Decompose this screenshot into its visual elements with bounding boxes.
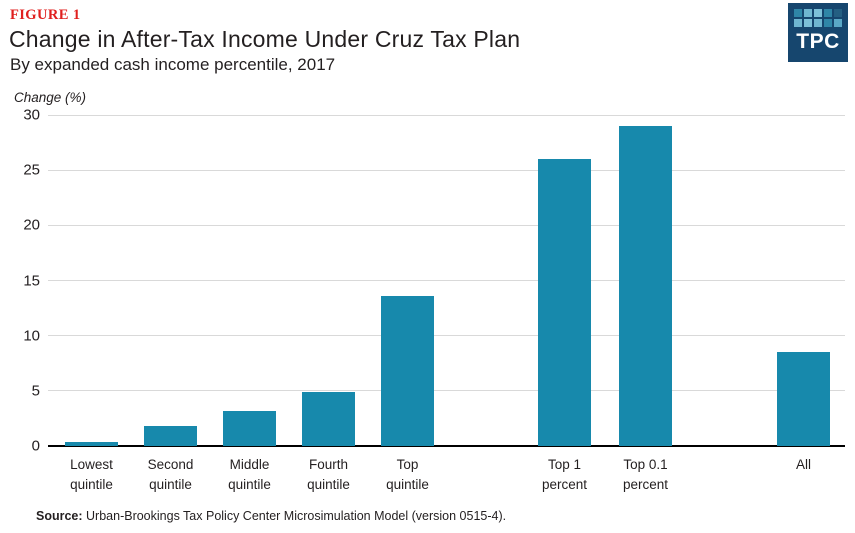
y-tick-25: 25 bbox=[23, 161, 40, 179]
gridline-30 bbox=[48, 114, 845, 116]
tpc-logo-text: TPC bbox=[796, 30, 840, 53]
logo-grid-cell bbox=[824, 9, 832, 17]
bar-middle-quintile bbox=[223, 410, 276, 446]
gridline-20 bbox=[48, 224, 845, 226]
gridline-15 bbox=[48, 280, 845, 281]
x-label-top-quintile: Top quintile bbox=[386, 457, 429, 492]
logo-grid-cell bbox=[834, 19, 842, 27]
bar-top-1-percent bbox=[538, 159, 591, 446]
x-label-fourth-quintile: Fourth quintile bbox=[307, 457, 350, 492]
x-label-second-quintile: Second quintile bbox=[147, 457, 194, 492]
tpc-logo-grid-icon bbox=[794, 9, 842, 27]
bar-lowest-quintile bbox=[65, 441, 118, 446]
logo-grid-cell bbox=[804, 9, 812, 17]
source-text: Urban-Brookings Tax Policy Center Micros… bbox=[82, 509, 507, 523]
source-note: Source: Urban-Brookings Tax Policy Cente… bbox=[36, 509, 506, 523]
x-label-top-0-1-percent: Top 0.1 percent bbox=[622, 457, 669, 492]
x-axis-line bbox=[48, 445, 845, 447]
logo-grid-cell bbox=[814, 19, 822, 27]
chart-subtitle: By expanded cash income percentile, 2017 bbox=[10, 55, 336, 74]
logo-grid-cell bbox=[824, 19, 832, 27]
y-axis-title: Change (%) bbox=[14, 90, 87, 105]
chart-title: Change in After-Tax Income Under Cruz Ta… bbox=[9, 26, 521, 52]
y-axis-ticks: 0 5 10 15 20 25 30 bbox=[0, 107, 40, 455]
logo-grid-cell bbox=[794, 19, 802, 27]
y-tick-0: 0 bbox=[31, 437, 40, 455]
y-tick-5: 5 bbox=[31, 382, 40, 400]
plot-area bbox=[48, 114, 845, 447]
y-tick-30: 30 bbox=[23, 106, 40, 124]
gridline-5 bbox=[48, 390, 845, 392]
bar-top-0-1-percent bbox=[619, 126, 672, 446]
figure-label: FIGURE 1 bbox=[10, 7, 81, 23]
bar-top-quintile bbox=[381, 295, 434, 446]
logo-grid-cell bbox=[834, 9, 842, 17]
bar-second-quintile bbox=[144, 426, 197, 446]
bar-fourth-quintile bbox=[302, 391, 355, 446]
bar-all bbox=[777, 352, 830, 446]
x-axis-labels: Lowest quintile Second quintile Middle qui… bbox=[48, 455, 845, 500]
x-label-top-1-percent: Top 1 percent bbox=[541, 457, 588, 492]
y-tick-15: 15 bbox=[23, 272, 40, 289]
x-label-middle-quintile: Middle quintile bbox=[228, 457, 271, 492]
y-tick-10: 10 bbox=[23, 327, 40, 345]
x-label-lowest-quintile: Lowest quintile bbox=[70, 457, 113, 492]
gridline-10 bbox=[48, 335, 845, 337]
gridline-25 bbox=[48, 169, 845, 171]
logo-grid-cell bbox=[804, 19, 812, 27]
source-label: Source: bbox=[36, 509, 83, 523]
logo-grid-cell bbox=[814, 9, 822, 17]
tpc-logo: TPC bbox=[788, 3, 848, 62]
logo-grid-cell bbox=[794, 9, 802, 17]
y-tick-20: 20 bbox=[23, 216, 40, 234]
x-label-all: All bbox=[795, 457, 811, 472]
